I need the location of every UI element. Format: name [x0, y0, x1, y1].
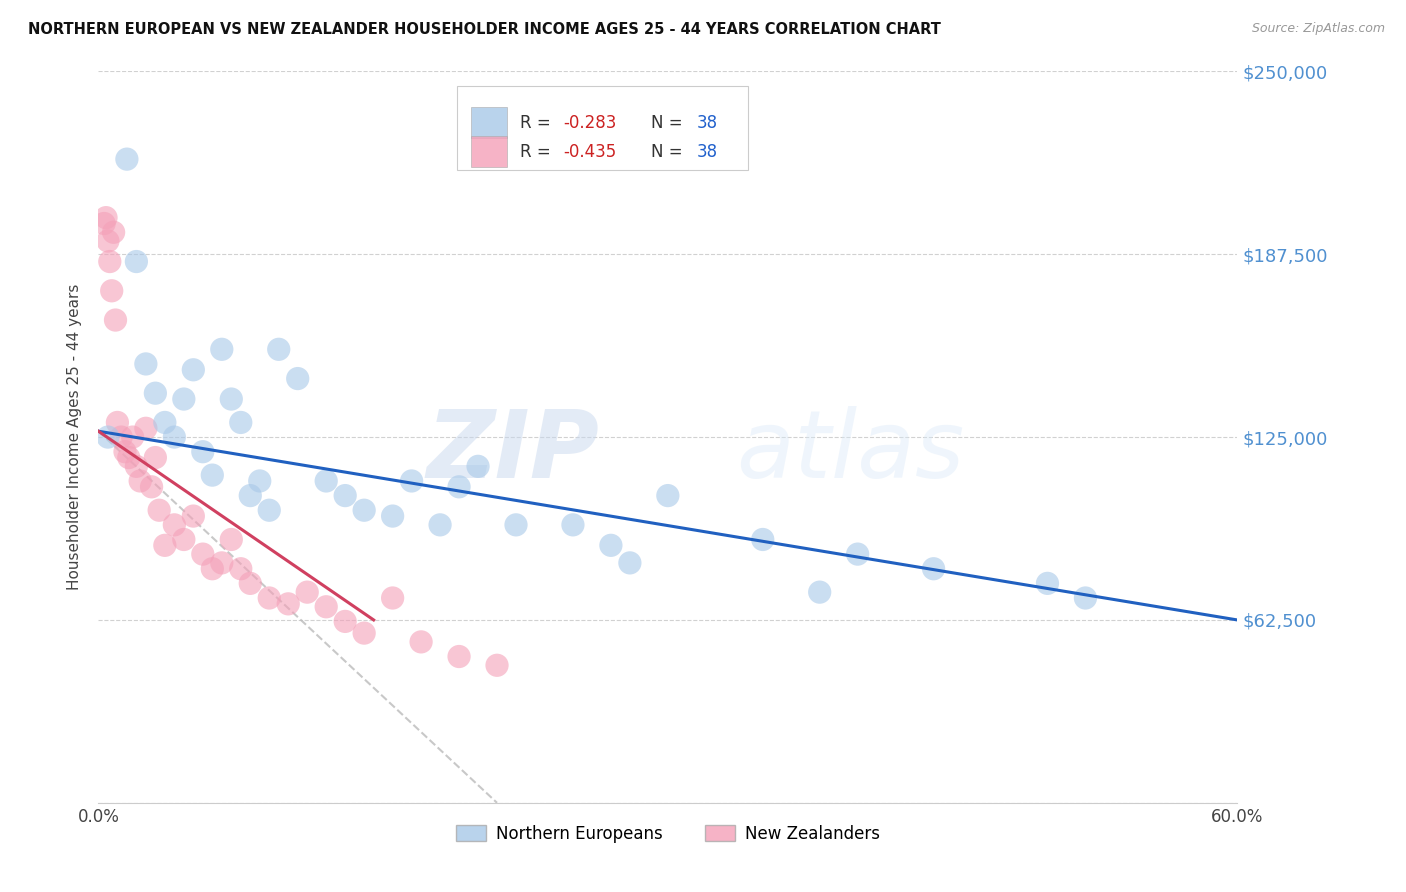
Point — [191, 444, 214, 458]
Y-axis label: Householder Income Ages 25 - 44 years: Householder Income Ages 25 - 44 years — [67, 284, 83, 591]
Point — [173, 533, 195, 547]
Text: Source: ZipAtlas.com: Source: ZipAtlas.com — [1251, 22, 1385, 36]
Point — [315, 599, 337, 614]
Point — [145, 450, 167, 465]
Text: atlas: atlas — [737, 406, 965, 497]
Point — [449, 480, 471, 494]
Text: 38: 38 — [696, 113, 717, 131]
Text: R =: R = — [520, 113, 555, 131]
Point — [486, 658, 509, 673]
Point — [129, 474, 152, 488]
Point — [201, 468, 224, 483]
Point — [97, 234, 120, 248]
Point — [98, 254, 121, 268]
Point — [97, 430, 120, 444]
Point — [211, 556, 233, 570]
Point — [221, 533, 243, 547]
Point — [277, 597, 299, 611]
Text: -0.435: -0.435 — [562, 143, 616, 161]
Point — [335, 489, 357, 503]
Text: R =: R = — [520, 143, 555, 161]
Bar — [471, 136, 508, 167]
Point — [125, 254, 148, 268]
Point — [239, 576, 262, 591]
Point — [153, 416, 176, 430]
Text: -0.283: -0.283 — [562, 113, 616, 131]
Point — [249, 474, 271, 488]
Point — [229, 562, 252, 576]
Point — [259, 503, 281, 517]
Point — [619, 556, 641, 570]
Point — [846, 547, 869, 561]
Point — [505, 517, 527, 532]
Point — [922, 562, 945, 576]
Point — [808, 585, 831, 599]
Text: NORTHERN EUROPEAN VS NEW ZEALANDER HOUSEHOLDER INCOME AGES 25 - 44 YEARS CORRELA: NORTHERN EUROPEAN VS NEW ZEALANDER HOUSE… — [28, 22, 941, 37]
Bar — [471, 107, 508, 138]
Point — [752, 533, 775, 547]
Point — [104, 313, 127, 327]
Point — [163, 517, 186, 532]
Point — [381, 509, 404, 524]
Text: 38: 38 — [696, 143, 717, 161]
Point — [1074, 591, 1097, 605]
Point — [600, 538, 623, 552]
Point — [173, 392, 195, 406]
Point — [110, 430, 132, 444]
Point — [211, 343, 233, 357]
Point — [94, 211, 117, 225]
Point — [1036, 576, 1059, 591]
Point — [259, 591, 281, 605]
Point — [100, 284, 122, 298]
Legend: Northern Europeans, New Zealanders: Northern Europeans, New Zealanders — [450, 818, 886, 849]
Text: N =: N = — [651, 143, 688, 161]
Point — [353, 503, 375, 517]
Point — [145, 386, 167, 401]
Point — [229, 416, 252, 430]
Point — [267, 343, 290, 357]
Point — [93, 217, 115, 231]
Point — [183, 363, 205, 377]
Point — [118, 450, 141, 465]
Text: N =: N = — [651, 113, 688, 131]
Point — [381, 591, 404, 605]
Point — [115, 152, 138, 166]
Point — [315, 474, 337, 488]
Point — [411, 635, 433, 649]
Point — [239, 489, 262, 503]
Point — [121, 430, 143, 444]
Point — [135, 421, 157, 435]
Point — [107, 416, 129, 430]
Point — [148, 503, 170, 517]
Point — [114, 444, 136, 458]
Point — [401, 474, 423, 488]
Point — [353, 626, 375, 640]
Point — [221, 392, 243, 406]
Point — [141, 480, 163, 494]
Point — [153, 538, 176, 552]
Point — [335, 615, 357, 629]
Point — [183, 509, 205, 524]
Point — [297, 585, 319, 599]
Point — [125, 459, 148, 474]
Point — [467, 459, 489, 474]
Point — [449, 649, 471, 664]
Point — [562, 517, 585, 532]
Text: ZIP: ZIP — [426, 406, 599, 498]
FancyBboxPatch shape — [457, 86, 748, 170]
Point — [163, 430, 186, 444]
Point — [201, 562, 224, 576]
Point — [191, 547, 214, 561]
Point — [429, 517, 451, 532]
Point — [103, 225, 125, 239]
Point — [287, 371, 309, 385]
Point — [657, 489, 679, 503]
Point — [135, 357, 157, 371]
